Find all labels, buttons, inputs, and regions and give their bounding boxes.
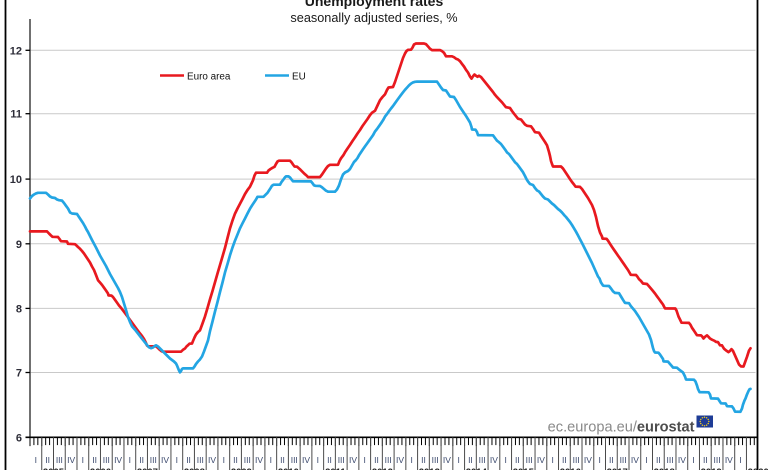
svg-text:I: I — [270, 455, 272, 465]
svg-text:II: II — [703, 455, 708, 465]
svg-text:2015: 2015 — [513, 467, 535, 470]
svg-text:II: II — [233, 455, 238, 465]
svg-text:I: I — [129, 455, 131, 465]
svg-text:I: I — [35, 455, 37, 465]
svg-text:12: 12 — [10, 45, 22, 57]
svg-text:II: II — [374, 455, 379, 465]
svg-text:I: I — [692, 455, 694, 465]
svg-text:ec.europa.eu/eurostat: ec.europa.eu/eurostat — [548, 420, 695, 436]
svg-text:2018: 2018 — [654, 467, 675, 470]
svg-text:IV: IV — [396, 455, 404, 465]
svg-text:II: II — [656, 455, 661, 465]
svg-text:2007: 2007 — [137, 467, 158, 470]
svg-text:III: III — [197, 455, 204, 465]
svg-text:7: 7 — [16, 368, 22, 380]
svg-text:I: I — [598, 455, 600, 465]
svg-text:10: 10 — [10, 174, 22, 186]
svg-text:III: III — [150, 455, 157, 465]
svg-text:IV: IV — [255, 455, 263, 465]
svg-text:I: I — [176, 455, 178, 465]
svg-text:2008: 2008 — [184, 467, 205, 470]
svg-text:IV: IV — [537, 455, 545, 465]
svg-text:11: 11 — [10, 109, 22, 121]
svg-text:II: II — [327, 455, 332, 465]
svg-text:III: III — [103, 455, 110, 465]
svg-text:III: III — [56, 455, 63, 465]
svg-text:II: II — [45, 455, 50, 465]
svg-text:IV: IV — [631, 455, 639, 465]
svg-text:IV: IV — [678, 455, 686, 465]
svg-text:seasonally adjusted series, %: seasonally adjusted series, % — [290, 11, 457, 25]
svg-text:EU: EU — [292, 71, 306, 82]
svg-text:I: I — [504, 455, 506, 465]
svg-text:III: III — [573, 455, 580, 465]
svg-text:2020: 2020 — [748, 467, 768, 470]
svg-text:2011: 2011 — [325, 467, 346, 470]
svg-text:III: III — [338, 455, 345, 465]
svg-text:III: III — [291, 455, 298, 465]
svg-text:III: III — [620, 455, 627, 465]
svg-text:I: I — [317, 455, 319, 465]
svg-text:II: II — [468, 455, 473, 465]
svg-text:IV: IV — [584, 455, 592, 465]
svg-text:IV: IV — [208, 455, 216, 465]
svg-text:II: II — [515, 455, 520, 465]
svg-text:I: I — [82, 455, 84, 465]
svg-text:III: III — [667, 455, 674, 465]
svg-text:IV: IV — [725, 455, 733, 465]
svg-text:IV: IV — [443, 455, 451, 465]
svg-text:III: III — [244, 455, 251, 465]
svg-text:III: III — [526, 455, 533, 465]
svg-text:2019: 2019 — [701, 467, 722, 470]
svg-text:2010: 2010 — [278, 467, 299, 470]
svg-text:IV: IV — [302, 455, 310, 465]
svg-text:I: I — [411, 455, 413, 465]
svg-text:I: I — [551, 455, 553, 465]
svg-text:I: I — [458, 455, 460, 465]
svg-text:II: II — [562, 455, 567, 465]
svg-text:2012: 2012 — [372, 467, 393, 470]
svg-text:I: I — [364, 455, 366, 465]
svg-text:IV: IV — [114, 455, 122, 465]
svg-text:2014: 2014 — [466, 467, 488, 470]
svg-text:III: III — [479, 455, 486, 465]
svg-text:I: I — [645, 455, 647, 465]
svg-text:II: II — [139, 455, 144, 465]
svg-text:2009: 2009 — [231, 467, 252, 470]
svg-text:IV: IV — [161, 455, 169, 465]
svg-text:I: I — [739, 455, 741, 465]
svg-text:2005: 2005 — [43, 467, 65, 470]
svg-text:III: III — [714, 455, 721, 465]
svg-text:8: 8 — [16, 303, 22, 315]
svg-text:II: II — [421, 455, 426, 465]
svg-text:II: II — [280, 455, 285, 465]
svg-text:Unemployment rates: Unemployment rates — [305, 0, 444, 9]
svg-text:IV: IV — [349, 455, 357, 465]
svg-text:III: III — [385, 455, 392, 465]
svg-text:2017: 2017 — [607, 467, 628, 470]
svg-text:9: 9 — [16, 239, 22, 251]
svg-text:Euro area: Euro area — [187, 71, 231, 82]
svg-text:III: III — [432, 455, 439, 465]
svg-text:2013: 2013 — [419, 467, 440, 470]
svg-text:6: 6 — [16, 432, 22, 444]
svg-text:II: II — [609, 455, 614, 465]
svg-text:II: II — [92, 455, 97, 465]
svg-text:I: I — [223, 455, 225, 465]
svg-text:IV: IV — [490, 455, 498, 465]
svg-text:II: II — [186, 455, 191, 465]
svg-text:IV: IV — [67, 455, 75, 465]
svg-text:2006: 2006 — [90, 467, 111, 470]
svg-text:2016: 2016 — [560, 467, 581, 470]
